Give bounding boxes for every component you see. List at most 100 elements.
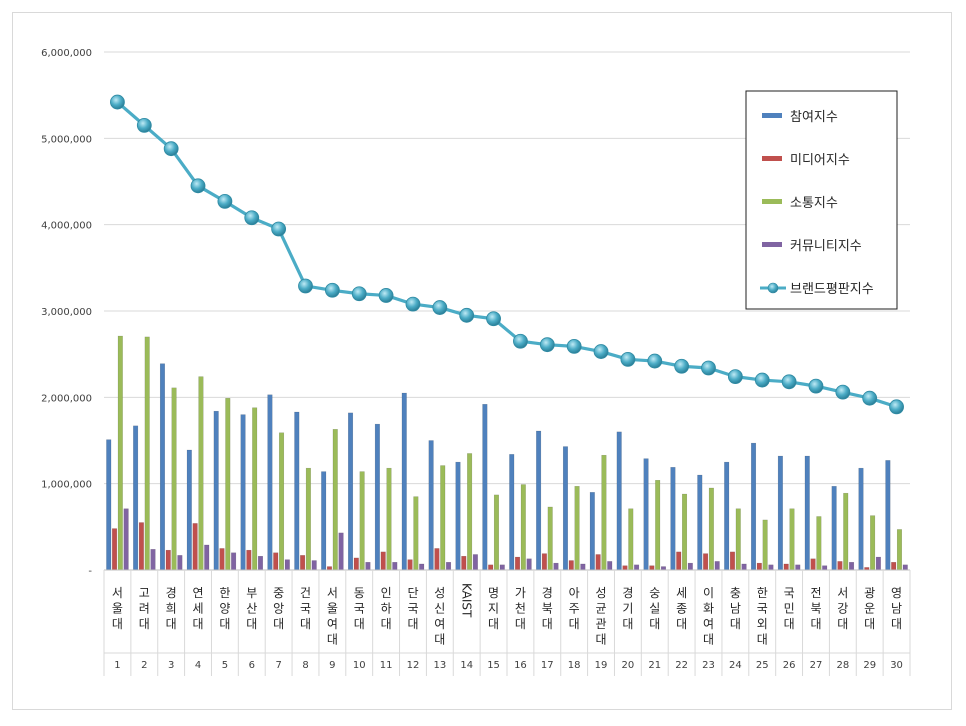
bar	[547, 506, 553, 571]
bar	[482, 404, 488, 571]
line-point	[513, 333, 528, 349]
bar	[816, 516, 822, 571]
bar	[849, 562, 855, 571]
x-rank-label: 6	[249, 660, 255, 671]
line-point	[163, 141, 179, 157]
bar	[123, 508, 129, 571]
bar	[252, 407, 258, 571]
legend-label: 미디어지수	[790, 153, 850, 168]
bar	[273, 552, 279, 571]
bar	[165, 549, 171, 571]
bar	[885, 460, 891, 571]
bar	[634, 564, 640, 571]
bar	[670, 467, 676, 571]
bar	[213, 410, 219, 571]
line-point	[459, 307, 475, 323]
bar	[192, 523, 198, 571]
bar	[401, 392, 407, 571]
bar	[386, 467, 392, 571]
bar	[246, 549, 252, 571]
bar	[837, 561, 843, 571]
legend-label: 소통지수	[790, 196, 838, 211]
y-tick-label: -	[88, 566, 92, 577]
x-rank-label: 14	[460, 660, 473, 671]
bar	[843, 492, 849, 571]
bar	[708, 487, 714, 571]
line-point	[701, 360, 716, 376]
chart-frame	[12, 12, 952, 710]
bar	[150, 549, 156, 571]
bar	[171, 387, 177, 571]
bar	[467, 453, 473, 571]
x-rank-label: 11	[380, 660, 393, 671]
y-tick-label: 1,000,000	[41, 480, 92, 491]
x-rank-label: 27	[810, 660, 823, 671]
bar	[756, 562, 762, 571]
y-tick-label: 2,000,000	[41, 393, 92, 404]
bar	[257, 555, 263, 571]
bar	[751, 442, 757, 571]
bar	[186, 449, 192, 571]
bar	[440, 465, 446, 571]
bar	[509, 454, 515, 571]
legend-swatch	[762, 242, 782, 247]
line-point	[432, 300, 448, 315]
bar-series	[106, 335, 908, 571]
y-tick-label: 3,000,000	[41, 307, 92, 318]
bar	[682, 493, 688, 571]
x-rank-label: 28	[836, 660, 849, 671]
x-rank-label: 29	[863, 660, 876, 671]
line-point	[351, 286, 367, 302]
x-rank-label: 3	[168, 660, 174, 671]
bar	[697, 474, 703, 571]
bar	[891, 562, 897, 571]
bar	[553, 562, 559, 571]
line-point	[862, 390, 878, 406]
line-point	[136, 117, 152, 133]
legend-label: 브랜드평판지수	[790, 282, 874, 297]
x-rank-label: 17	[541, 660, 554, 671]
x-rank-label: 23	[702, 660, 715, 671]
bar	[810, 558, 816, 571]
line-point	[190, 178, 206, 194]
bar	[380, 551, 386, 571]
bar	[428, 440, 434, 571]
bar	[804, 455, 810, 571]
bar	[562, 446, 568, 571]
bar	[789, 508, 795, 571]
bar	[649, 565, 655, 571]
bar	[601, 454, 607, 571]
line-point	[539, 337, 555, 353]
x-rank-label: 21	[648, 660, 661, 671]
x-rank-label: 20	[622, 660, 635, 671]
x-rank-label: 30	[890, 660, 903, 671]
bar	[240, 414, 246, 571]
legend-label: 참여지수	[790, 110, 838, 125]
bar	[326, 566, 332, 571]
legend-swatch-dot	[767, 282, 779, 294]
x-rank-label: 22	[675, 660, 688, 671]
x-rank-label: 16	[514, 660, 527, 671]
x-rank-label: 10	[353, 660, 366, 671]
bar	[783, 563, 789, 571]
bar	[655, 480, 661, 571]
bar	[488, 564, 494, 571]
bar	[177, 555, 183, 571]
x-rank-label: 8	[302, 660, 308, 671]
x-rank-label: 4	[195, 660, 201, 671]
bar	[735, 508, 741, 571]
bar	[106, 439, 112, 571]
